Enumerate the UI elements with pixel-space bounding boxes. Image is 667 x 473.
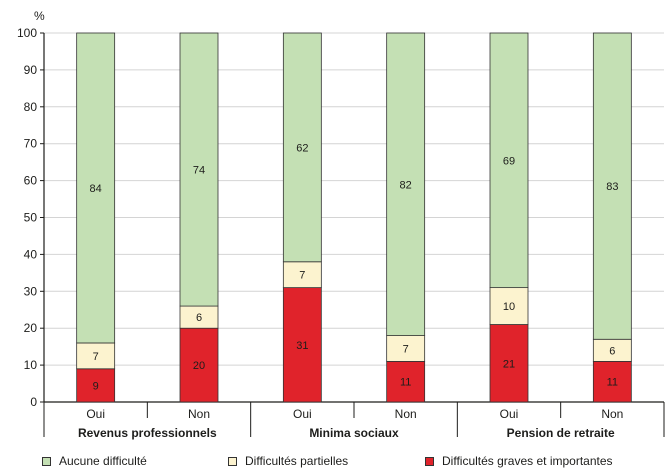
y-tick-label-0: 0 (30, 395, 37, 409)
data-label-5-1: 6 (609, 345, 615, 357)
x-category-label-5: Non (601, 407, 623, 421)
data-label-4-2: 69 (503, 155, 515, 167)
y-tick-label-100: 100 (17, 26, 37, 40)
x-group-label-2: Pension de retraite (507, 426, 615, 440)
data-label-0-1: 7 (93, 351, 99, 363)
y-tick-label-70: 70 (24, 137, 38, 151)
legend-label-graves: Difficultés graves et importantes (442, 454, 613, 468)
bar-segment-3-0 (386, 361, 426, 403)
y-tick-label-20: 20 (24, 321, 38, 335)
legend: Aucune difficulté Difficultés partielles… (0, 448, 667, 470)
data-label-2-1: 7 (299, 270, 305, 282)
legend-swatch-partielles (228, 456, 237, 466)
bar-segment-1-2 (179, 32, 219, 307)
bar-segment-4-0 (489, 324, 529, 403)
data-label-3-1: 7 (403, 343, 409, 355)
y-tick-label-90: 90 (24, 63, 38, 77)
data-label-2-0: 31 (296, 340, 308, 352)
legend-swatch-aucune (42, 456, 51, 466)
x-category-label-3: Non (395, 407, 417, 421)
x-group-label-1: Minima sociaux (309, 426, 399, 440)
legend-label-partielles: Difficultés partielles (245, 454, 349, 468)
y-tick-label-10: 10 (24, 358, 38, 372)
bar-segment-4-1 (489, 287, 529, 325)
bar-segment-2-2 (282, 32, 322, 263)
data-label-4-0: 21 (503, 358, 515, 370)
legend-item-difficultes-partielles: Difficultés partielles (228, 454, 348, 468)
legend-swatch-graves (425, 456, 434, 466)
bar-segment-2-1 (282, 261, 322, 289)
x-group-label-0: Revenus professionnels (78, 426, 217, 440)
y-tick-label-50: 50 (24, 211, 38, 225)
data-label-5-0: 11 (607, 377, 618, 389)
bar-segment-0-2 (76, 32, 116, 344)
y-axis-unit-label: % (34, 9, 45, 23)
y-axis-tick-labels: 0 10 20 30 40 50 60 70 80 90 100 (17, 26, 37, 409)
bar-segment-4-2 (489, 32, 529, 289)
bar-segment-5-0 (592, 361, 632, 403)
bar-segment-0-1 (76, 342, 116, 370)
data-label-2-2: 62 (296, 142, 308, 154)
x-axis: Oui Non Oui Non Oui Non Revenus professionnels… (43, 402, 665, 440)
data-label-4-1: 10 (503, 301, 515, 313)
bar-segment-0-0 (76, 368, 116, 403)
data-label-1-2: 74 (193, 165, 205, 177)
x-category-label-1: Non (188, 407, 210, 421)
bar-segment-2-0 (282, 287, 322, 403)
gridlines (40, 32, 664, 403)
legend-label-aucune: Aucune difficulté (59, 454, 147, 468)
legend-item-difficultes-graves: Difficultés graves et importantes (425, 454, 613, 468)
bar-segment-3-1 (386, 335, 426, 362)
data-label-1-0: 20 (193, 360, 205, 372)
data-label-5-2: 83 (606, 181, 618, 193)
legend-item-aucune-difficulte: Aucune difficulté (42, 454, 147, 468)
data-label-0-2: 84 (90, 183, 102, 195)
data-label-0-0: 9 (93, 380, 99, 392)
x-category-label-0: Oui (86, 407, 105, 421)
x-category-label-4: Oui (500, 407, 519, 421)
bar-segment-5-2 (592, 32, 632, 340)
x-category-label-2: Oui (293, 407, 312, 421)
y-tick-label-60: 60 (24, 174, 38, 188)
y-tick-label-40: 40 (24, 247, 38, 261)
bar-segment-1-0 (179, 327, 219, 403)
y-tick-label-80: 80 (24, 100, 38, 114)
data-label-1-1: 6 (196, 312, 202, 324)
bar-segment-3-2 (386, 32, 426, 336)
data-label-3-0: 11 (400, 377, 411, 389)
data-label-3-2: 82 (400, 179, 412, 191)
y-tick-label-30: 30 (24, 284, 38, 298)
